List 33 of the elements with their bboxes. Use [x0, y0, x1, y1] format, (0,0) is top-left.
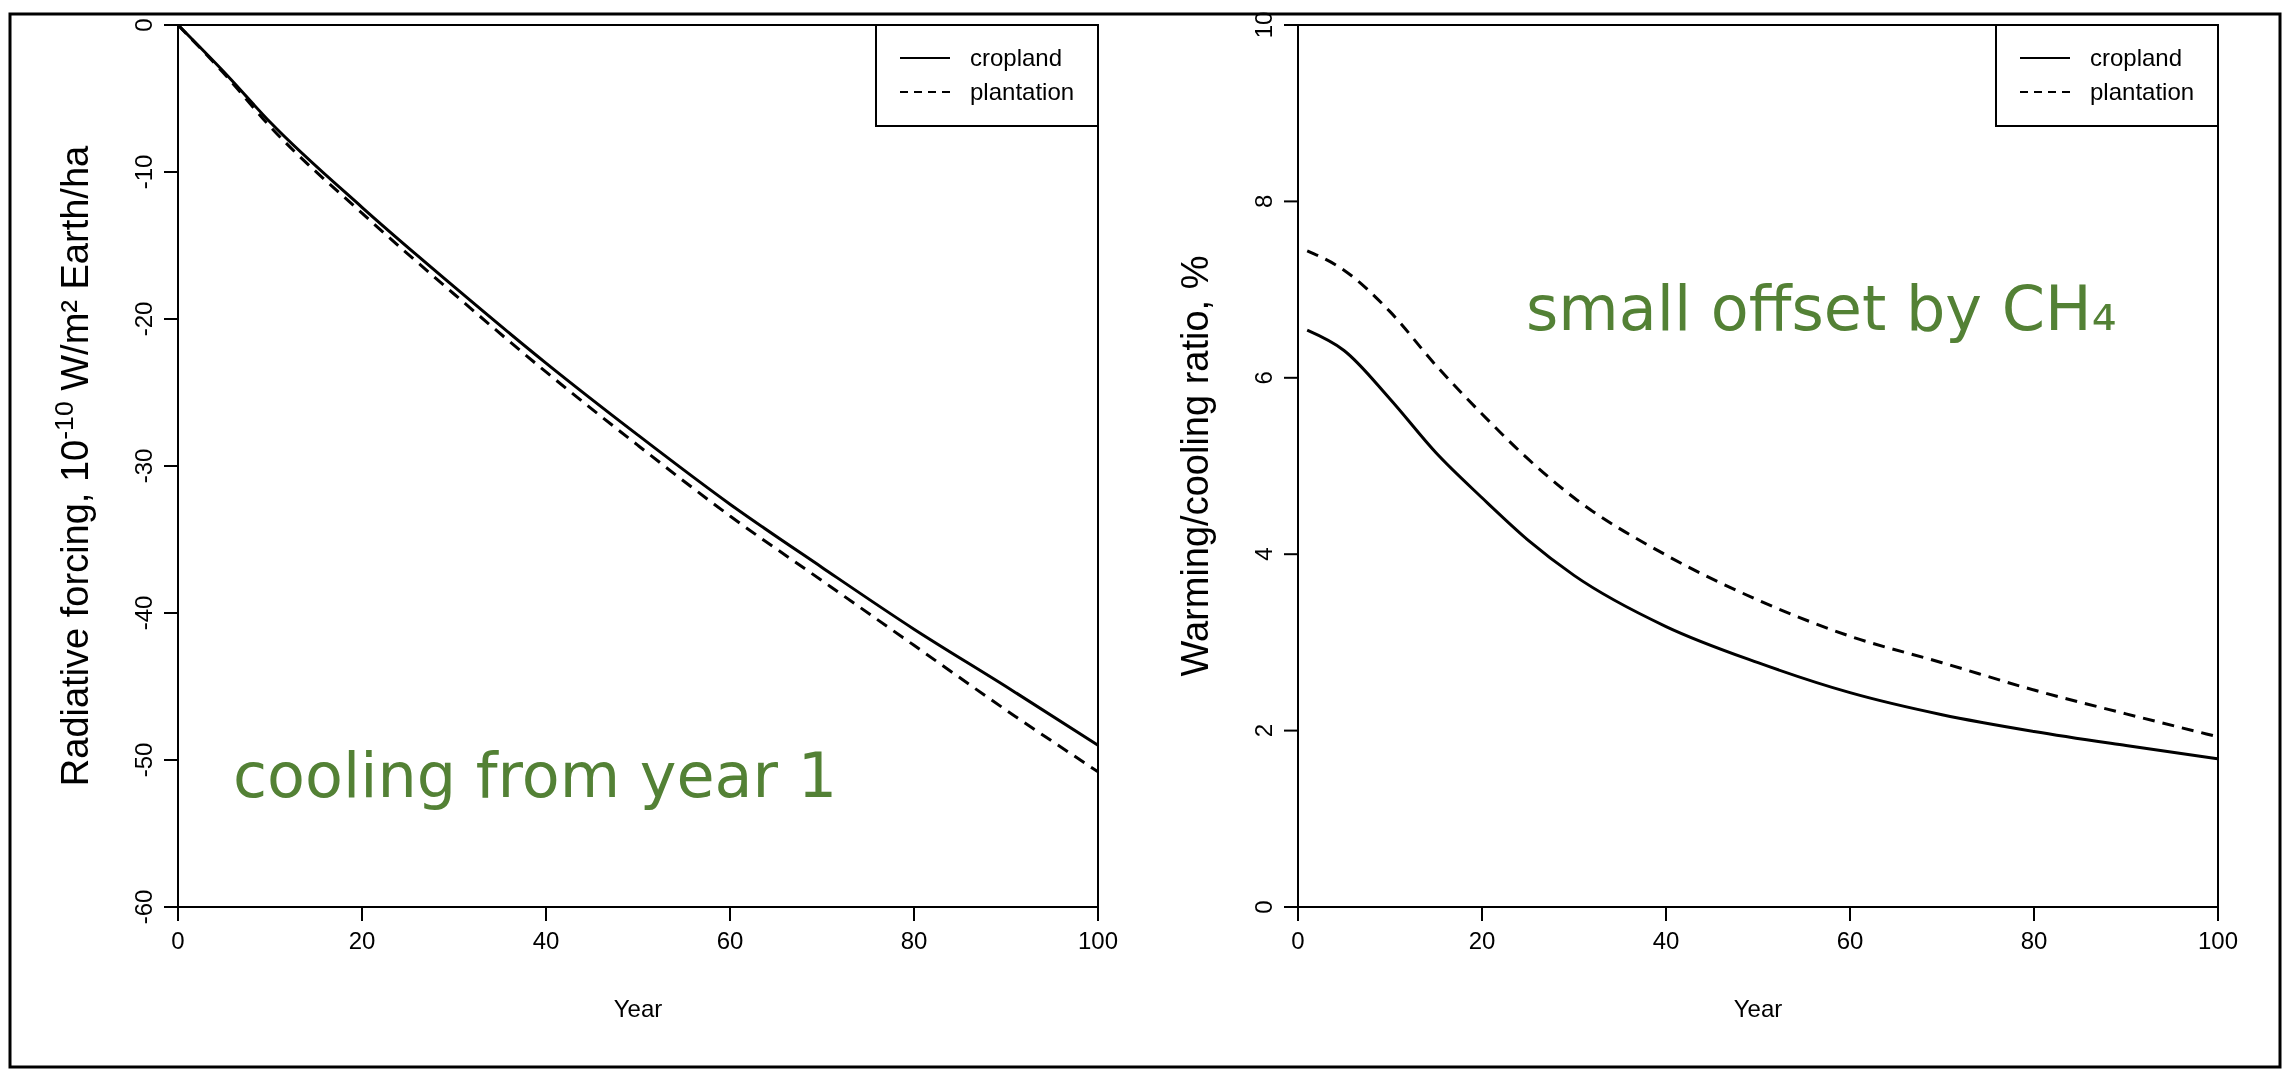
y-tick-label: -50 — [130, 742, 157, 778]
annotation: cooling from year 1 — [233, 739, 838, 812]
x-tick-label: 60 — [716, 927, 744, 954]
y-tick-label: 2 — [1250, 723, 1277, 738]
y-tick-label: -10 — [130, 154, 157, 190]
x-tick-label: 40 — [532, 927, 560, 954]
y-tick-label: -60 — [130, 889, 157, 925]
annotation: small offset by CH₄ — [1526, 272, 2117, 345]
y-tick-label: 4 — [1250, 547, 1277, 561]
legend-label: cropland — [2090, 44, 2183, 72]
y-tick-label: -20 — [130, 301, 157, 337]
legend-label: plantation — [970, 78, 1075, 106]
y-tick-label: 6 — [1250, 371, 1277, 385]
x-tick-label: 80 — [2020, 927, 2048, 954]
x-tick-label: 0 — [1291, 927, 1305, 954]
y-tick-label: -40 — [130, 595, 157, 631]
y-axis-title: Warming/cooling ratio, % — [1174, 255, 1216, 677]
x-tick-label: 20 — [1468, 927, 1496, 954]
x-tick-label: 100 — [1077, 927, 1119, 954]
legend-label: plantation — [2090, 78, 2195, 106]
x-tick-label: 80 — [900, 927, 928, 954]
x-tick-label: 60 — [1836, 927, 1864, 954]
x-tick-label: 100 — [2197, 927, 2239, 954]
x-tick-label: 20 — [348, 927, 376, 954]
y-tick-label: 0 — [1250, 900, 1277, 914]
y-tick-label: 0 — [130, 18, 157, 32]
x-axis-title: Year — [1733, 995, 1783, 1022]
x-tick-label: 0 — [171, 927, 185, 954]
legend-label: cropland — [970, 44, 1063, 72]
x-axis-title: Year — [613, 995, 663, 1022]
y-tick-label: -30 — [130, 448, 157, 484]
y-tick-label: 8 — [1250, 194, 1277, 209]
x-tick-label: 40 — [1652, 927, 1680, 954]
